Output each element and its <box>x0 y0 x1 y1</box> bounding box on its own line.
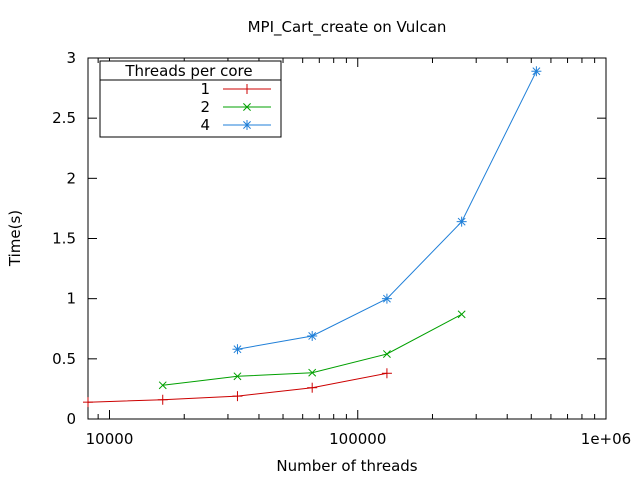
y-tick-label: 2.5 <box>52 109 76 127</box>
chart-title: MPI_Cart_create on Vulcan <box>248 18 447 37</box>
series-line <box>162 313 462 386</box>
data-point <box>157 394 168 405</box>
y-axis-ticks: 0 0.5 1 1.5 2 2.5 3 <box>52 49 606 428</box>
legend-label: 2 <box>200 98 210 116</box>
data-point <box>531 66 542 77</box>
series-4 <box>232 66 542 355</box>
series-group <box>83 66 542 408</box>
x-axis-ticks: 10000 100000 1e+06 <box>86 58 631 448</box>
series-2 <box>158 310 466 390</box>
data-point <box>456 216 467 227</box>
data-point <box>158 381 167 390</box>
y-tick-label: 2 <box>66 169 76 187</box>
data-point <box>457 310 466 319</box>
y-tick-label: 3 <box>66 49 76 67</box>
legend-label: 1 <box>200 80 210 98</box>
legend-swatch-marker <box>242 120 252 130</box>
data-point <box>307 382 318 393</box>
legend-title: Threads per core <box>124 62 252 80</box>
x-axis-label: Number of threads <box>276 457 417 475</box>
legend-box <box>99 60 282 138</box>
x-tick-label: 100000 <box>329 430 386 448</box>
y-tick-label: 1 <box>66 290 76 308</box>
legend-swatch-marker <box>243 103 251 111</box>
y-tick-label: 1.5 <box>52 230 76 248</box>
data-point <box>382 350 391 358</box>
data-point <box>381 293 392 304</box>
series-1 <box>83 368 392 408</box>
legend-swatch-marker <box>242 84 252 94</box>
data-point <box>83 397 93 408</box>
y-tick-label: 0.5 <box>52 350 76 368</box>
y-axis-label: Time(s) <box>6 210 24 267</box>
data-point <box>232 391 243 402</box>
data-point <box>233 372 242 381</box>
x-tick-label: 10000 <box>86 430 134 448</box>
data-point <box>381 368 392 379</box>
x-tick-label: 1e+06 <box>581 430 631 448</box>
legend-entries: 124 <box>200 80 271 134</box>
data-point <box>232 344 243 355</box>
y-tick-label: 0 <box>66 410 76 428</box>
legend-label: 4 <box>200 116 210 134</box>
series-line <box>237 70 537 350</box>
data-point <box>307 330 318 341</box>
data-point <box>308 368 317 377</box>
legend: Threads per core 124 <box>99 60 282 138</box>
